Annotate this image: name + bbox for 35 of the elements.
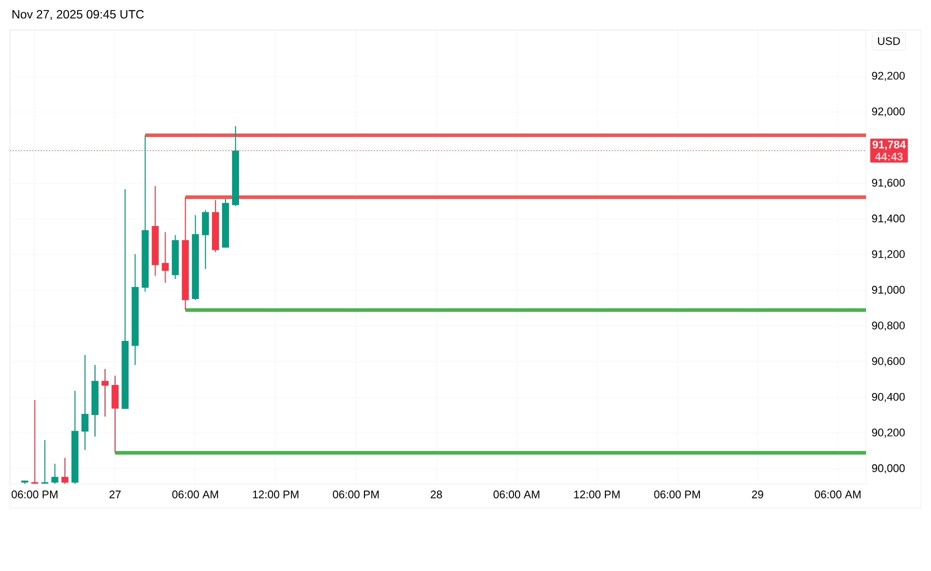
candlestick (31, 399, 38, 484)
candlestick (202, 210, 209, 270)
x-tick-label: 28 (430, 490, 442, 498)
y-tick-label: 90,800 (872, 322, 905, 331)
y-tick-label: 91,400 (872, 214, 905, 224)
y-tick-label: 90,400 (872, 392, 905, 402)
x-tick-label: 06:00 PM (654, 490, 700, 498)
y-tick-label: 91,200 (872, 250, 905, 260)
x-tick-label: 06:00 AM (814, 490, 861, 498)
candlestick (61, 457, 68, 484)
candlestick (162, 232, 169, 284)
y-tick-label: 92,000 (872, 108, 905, 117)
y-tick-label: 91,000 (872, 286, 905, 295)
chart-title: Nov 27, 2025 09:45 UTC (12, 10, 144, 20)
text: 44:43 (875, 152, 903, 160)
candlestick (81, 354, 88, 450)
y-axis-title: USD (878, 37, 900, 45)
y-tick-label: 91,600 (872, 178, 905, 188)
x-tick-label: 12:00 PM (574, 490, 620, 498)
candlestick (41, 439, 48, 484)
y-tick-label: 90,000 (872, 464, 905, 474)
candlestick (51, 463, 58, 484)
y-tick-label: 90,600 (872, 357, 905, 366)
candlestick (112, 375, 119, 454)
x-tick-label: 12:00 PM (252, 490, 298, 498)
x-tick-label: 06:00 PM (332, 490, 379, 498)
x-tick-label: 06:00 AM (172, 490, 218, 498)
x-tick-label: 06:00 PM (12, 490, 58, 498)
x-tick-label: 27 (110, 490, 121, 498)
x-tick-label: 06:00 AM (494, 490, 540, 498)
y-tick-label: 90,200 (872, 428, 905, 438)
ref-line-label: 91,784 (872, 140, 906, 150)
y-tick-label: 92,200 (872, 72, 905, 81)
x-tick-label: 29 (752, 490, 764, 498)
candlestick (102, 368, 109, 418)
